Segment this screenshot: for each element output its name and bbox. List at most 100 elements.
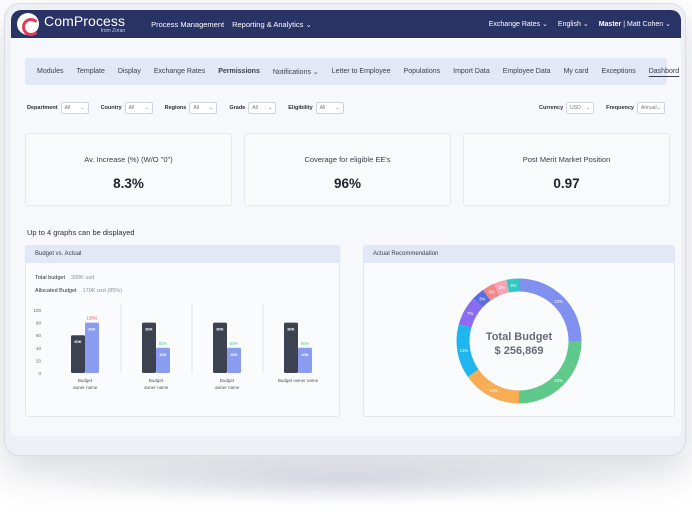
settings-tabs: Modules Template Display Exchange Rates Perm…: [25, 58, 679, 85]
app-window: ComProcess from Zoran Process Management…: [11, 10, 681, 436]
donut-slice[interactable]: [467, 369, 520, 404]
filter-value: Annual: [641, 105, 657, 111]
donut-slice-label: 3%: [479, 296, 485, 301]
x-category-label: owner name: [73, 385, 98, 390]
y-tick-label: 80: [36, 321, 42, 326]
tab-display[interactable]: Display: [117, 68, 141, 75]
filter-label: Country: [100, 105, 122, 111]
language-menu[interactable]: English ⌄: [557, 21, 589, 28]
allocated-budget-value: 170K usd (85%): [82, 288, 123, 294]
kpi-card-avg-increase: Av. Increase (%) (W/O "0") 8.3%: [25, 133, 232, 206]
actual-bar[interactable]: [227, 347, 241, 373]
tab-permissions[interactable]: Permissions: [218, 68, 260, 75]
filter-label: Department: [27, 105, 58, 111]
filter-label: Regions: [164, 105, 187, 111]
filter-label: Currency: [539, 105, 564, 111]
budget-bar-chart: 100 80 60 40 20 0 60K 80K 133% Budget owner name 80…: [33, 304, 319, 390]
donut-slice[interactable]: [518, 340, 582, 404]
kpi-value: 96%: [333, 176, 362, 191]
filter-select[interactable]: USD ⌄: [566, 102, 595, 114]
filter-eligibility: Eligibility All ⌄: [288, 102, 344, 114]
filter-value: All: [64, 105, 71, 111]
tab-my-card[interactable]: My card: [563, 68, 589, 75]
recommendation-donut-chart: 3% 3% 3% 23% 23% 14% 13% 7% 3% Total Budget $ 256,…: [456, 278, 582, 404]
tab-exceptions[interactable]: Exceptions: [601, 68, 636, 75]
filter-label: Frequency: [606, 105, 634, 111]
donut-slice[interactable]: [456, 324, 479, 378]
nav-process-management[interactable]: Process Management: [151, 19, 225, 29]
donut-slice[interactable]: [473, 289, 491, 308]
kpi-value: 0.97: [553, 176, 580, 191]
donut-slice-label: 14%: [489, 388, 498, 393]
total-budget-value: 200K usd: [70, 275, 95, 281]
filter-select[interactable]: All ⌄: [248, 102, 277, 114]
tab-dashbord[interactable]: Dashbord: [648, 68, 680, 75]
filter-select[interactable]: All ⌄: [124, 102, 153, 114]
actual-bar[interactable]: [156, 347, 170, 373]
budget-bar[interactable]: [284, 322, 298, 373]
user-name: | Matt Cohen ⌄: [621, 21, 671, 28]
y-tick-label: 40: [36, 346, 42, 351]
nav-reporting-analytics[interactable]: Reporting & Analytics ⌄: [232, 19, 312, 29]
tab-populations[interactable]: Populations: [403, 68, 441, 75]
donut-center-value: $ 256,869: [495, 345, 544, 357]
chevron-down-icon: ⌄: [585, 105, 591, 111]
y-tick-label: 0: [38, 371, 41, 376]
tab-letter-to-employee[interactable]: Letter to Employee: [331, 68, 391, 75]
chevron-down-icon: ⌄: [209, 105, 214, 111]
filter-select[interactable]: Annual ⌄: [637, 102, 665, 114]
chevron-down-icon: ⌄: [335, 105, 340, 111]
bar-value-label: 80K: [145, 327, 152, 332]
user-role: Master: [598, 21, 622, 28]
exchange-rates-menu[interactable]: Exchange Rates ⌄: [488, 21, 548, 28]
kpi-label: Av. Increase (%) (W/O "0"): [84, 155, 173, 164]
chevron-down-icon: ⌄: [268, 105, 273, 111]
top-nav-bar: ComProcess from Zoran Process Management…: [11, 10, 681, 38]
bar-percent-label: 50%: [301, 341, 310, 346]
budget-bar[interactable]: [213, 322, 227, 373]
y-tick-label: 60: [36, 333, 42, 338]
brand-logo[interactable]: ComProcess from Zoran: [17, 13, 126, 36]
brand-name: ComProcess: [44, 13, 126, 29]
y-tick-label: 20: [36, 358, 42, 363]
brand-sub: from Zoran: [100, 28, 126, 34]
filter-regions: Regions All ⌄: [165, 102, 218, 114]
filter-select[interactable]: All ⌄: [315, 102, 344, 114]
actual-bar[interactable]: [298, 347, 312, 373]
tab-template[interactable]: Template: [76, 68, 105, 75]
donut-slice[interactable]: [506, 278, 520, 293]
total-budget-label: Total budget: [35, 275, 65, 281]
actual-bar[interactable]: [85, 322, 99, 373]
filter-select[interactable]: All ⌄: [60, 102, 89, 114]
chevron-down-icon: ⌄: [305, 19, 312, 29]
tab-modules[interactable]: Modules: [37, 68, 64, 75]
budget-bar[interactable]: [142, 322, 156, 373]
user-menu[interactable]: Master | Matt Cohen ⌄: [599, 20, 671, 28]
donut-slice-label: 3%: [510, 283, 516, 288]
tab-exchange-rates[interactable]: Exchange Rates: [153, 68, 206, 75]
donut-slice[interactable]: [494, 279, 510, 296]
filter-frequency: Frequency Annual ⌄: [606, 102, 665, 114]
donut-slice[interactable]: [458, 298, 484, 328]
chevron-down-icon: ⌄: [144, 105, 149, 111]
kpi-card-market-position: Post Merit Market Position 0.97: [463, 133, 670, 206]
bar-percent-label: 50%: [230, 341, 239, 346]
budget-bar[interactable]: [71, 335, 85, 373]
bar-value-label: 60K: [74, 339, 81, 344]
panel-title: Actual Recommendation: [364, 246, 674, 263]
kpi-card-coverage: Coverage for eligible EE's 96%: [244, 133, 451, 206]
donut-slice[interactable]: [518, 278, 582, 342]
donut-slice[interactable]: [482, 283, 500, 301]
logo-icon: [17, 13, 40, 36]
kpi-value: 8.3%: [113, 176, 144, 191]
donut-slice-label: 7%: [467, 311, 473, 316]
filter-select[interactable]: All ⌄: [189, 102, 218, 114]
bar-value-label: 80K: [88, 327, 95, 332]
filter-label: Grade: [229, 105, 246, 111]
tab-employee-data[interactable]: Employee Data: [502, 68, 551, 75]
donut-slice-label: 3%: [499, 285, 505, 290]
filter-country: Country All ⌄: [101, 102, 153, 114]
tab-notifications[interactable]: Notifications ⌄: [272, 68, 319, 76]
x-category-label: Budget: [149, 378, 164, 383]
tab-import-data[interactable]: Import Data: [453, 68, 490, 75]
